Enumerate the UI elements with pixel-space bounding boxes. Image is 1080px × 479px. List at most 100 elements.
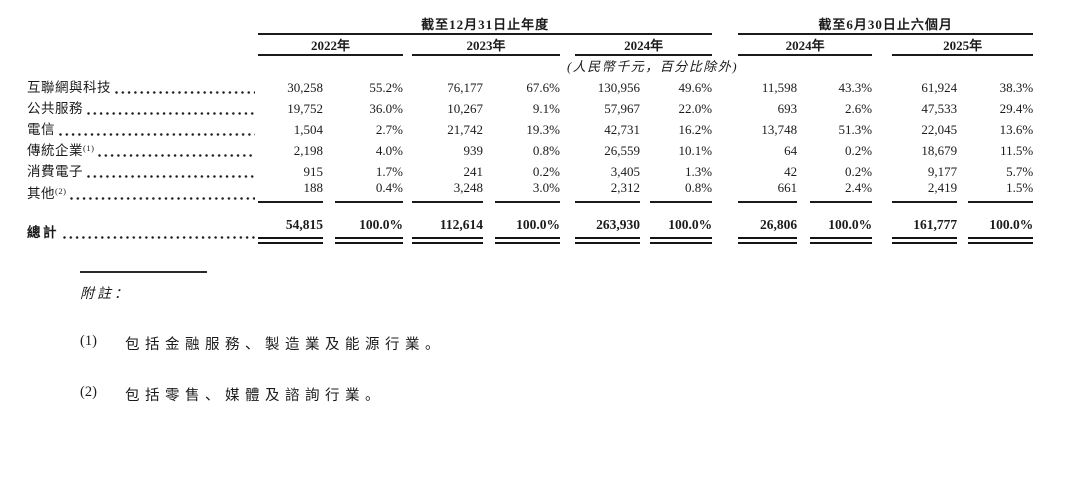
row-header-cell: 總計 <box>27 202 258 241</box>
column-spacer <box>323 202 335 241</box>
row-header-cell: 電信 <box>27 117 258 138</box>
percent-cell: 1.3% <box>685 164 713 179</box>
amount-cell: 2,312 <box>575 180 640 203</box>
footnote-number: (2) <box>80 384 97 400</box>
percent-cell: 3.0% <box>495 180 560 203</box>
percent-cell: 0.8% <box>532 143 560 158</box>
dot-leader <box>70 196 255 200</box>
percent-cell: 13.6% <box>999 122 1034 137</box>
amount-cell: 61,924 <box>921 80 958 95</box>
column-spacer <box>483 75 495 96</box>
year-column-header-2024-interim: 2024年 <box>738 34 873 56</box>
column-spacer <box>403 180 412 202</box>
dot-leader <box>87 111 255 115</box>
column-spacer <box>957 180 968 202</box>
percent-cell: 43.3% <box>838 80 873 95</box>
amount-cell: 18,679 <box>921 143 958 158</box>
amount-cell: 1,504 <box>293 122 323 137</box>
column-spacer <box>560 180 575 202</box>
column-spacer <box>323 159 335 180</box>
column-spacer <box>323 75 335 96</box>
amount-cell: 19,752 <box>287 101 323 116</box>
amount-cell: 10,267 <box>447 101 483 116</box>
year-column-header-2025-interim: 2025年 <box>892 34 1034 56</box>
column-spacer <box>483 138 495 159</box>
footnote-number: (1) <box>80 333 97 349</box>
row-label: 公共服務 <box>27 101 83 116</box>
amount-cell: 22,045 <box>921 122 958 137</box>
column-spacer <box>712 14 738 34</box>
table-row: 公共服務 19,752 36.0% 10,267 9.1% 57,967 22.… <box>27 96 1033 117</box>
percent-cell: 1.5% <box>968 180 1034 203</box>
column-spacer <box>872 75 892 96</box>
column-spacer <box>560 202 575 241</box>
column-spacer <box>797 202 810 241</box>
spacer-cell <box>27 34 258 55</box>
column-spacer <box>483 180 495 202</box>
amount-cell: 11,598 <box>761 80 798 95</box>
column-spacer <box>872 96 892 117</box>
column-spacer <box>323 138 335 159</box>
column-spacer <box>797 180 810 202</box>
column-spacer <box>957 117 968 138</box>
column-spacer <box>483 159 495 180</box>
column-spacer <box>323 96 335 117</box>
column-spacer <box>640 180 650 202</box>
percent-cell: 2.7% <box>375 122 403 137</box>
percent-cell: 0.2% <box>845 164 873 179</box>
group-spacer <box>712 96 738 117</box>
column-spacer <box>797 159 810 180</box>
footnote-divider <box>80 271 207 273</box>
row-label: 其他 <box>27 186 55 201</box>
total-amount-cell: 161,777 <box>892 202 958 244</box>
group-spacer <box>712 138 738 159</box>
row-header-cell: 其他(2) <box>27 180 258 202</box>
percent-cell: 36.0% <box>369 101 403 116</box>
percent-cell: 1.7% <box>375 164 403 179</box>
amount-cell: 42 <box>784 164 798 179</box>
table-row: 互聯網與科技 30,258 55.2% 76,177 67.6% 130,956… <box>27 75 1033 96</box>
amount-cell: 939 <box>463 143 484 158</box>
group-spacer <box>712 117 738 138</box>
amount-cell: 64 <box>784 143 798 158</box>
amount-cell: 13,748 <box>761 122 798 137</box>
unit-note-row: (人民幣千元，百分比除外) <box>27 55 1033 75</box>
total-label: 總計 <box>27 224 59 240</box>
table-row: 傳統企業(1) 2,198 4.0% 939 0.8% 26,559 10.1%… <box>27 138 1033 159</box>
column-spacer <box>560 159 575 180</box>
column-spacer <box>957 96 968 117</box>
amount-cell: 130,956 <box>597 80 640 95</box>
percent-cell: 0.8% <box>650 180 713 203</box>
amount-cell: 26,559 <box>604 143 640 158</box>
amount-cell: 3,248 <box>412 180 483 203</box>
column-spacer <box>957 138 968 159</box>
amount-cell: 57,967 <box>604 101 640 116</box>
percent-cell: 0.2% <box>845 143 873 158</box>
amount-cell: 241 <box>463 164 484 179</box>
table-row: 消費電子 915 1.7% 241 0.2% 3,405 1.3% 42 0.2… <box>27 159 1033 180</box>
percent-cell: 22.0% <box>678 101 713 116</box>
column-spacer <box>560 96 575 117</box>
row-header-cell: 公共服務 <box>27 96 258 117</box>
column-spacer <box>872 117 892 138</box>
column-spacer <box>403 75 412 96</box>
amount-cell: 21,742 <box>447 122 483 137</box>
column-spacer <box>403 96 412 117</box>
amount-cell: 2,198 <box>293 143 323 158</box>
column-spacer <box>872 159 892 180</box>
percent-cell: 9.1% <box>532 101 560 116</box>
column-spacer <box>403 159 412 180</box>
footnote-ref: (2) <box>55 186 67 196</box>
percent-cell: 29.4% <box>999 101 1034 116</box>
amount-cell: 47,533 <box>921 101 958 116</box>
row-header-cell: 傳統企業(1) <box>27 138 258 159</box>
column-spacer <box>483 117 495 138</box>
percent-cell: 11.5% <box>1000 143 1034 158</box>
amount-cell: 693 <box>777 101 798 116</box>
column-spacer <box>640 159 650 180</box>
row-label: 傳統企業 <box>27 143 83 158</box>
document-page: 截至12月31日止年度 截至6月30日止六個月 2022年 2023年 2024… <box>27 14 1034 404</box>
column-spacer <box>872 138 892 159</box>
percent-cell: 16.2% <box>678 122 713 137</box>
year-header-row: 2022年 2023年 2024年 2024年 2025年 <box>27 34 1034 56</box>
